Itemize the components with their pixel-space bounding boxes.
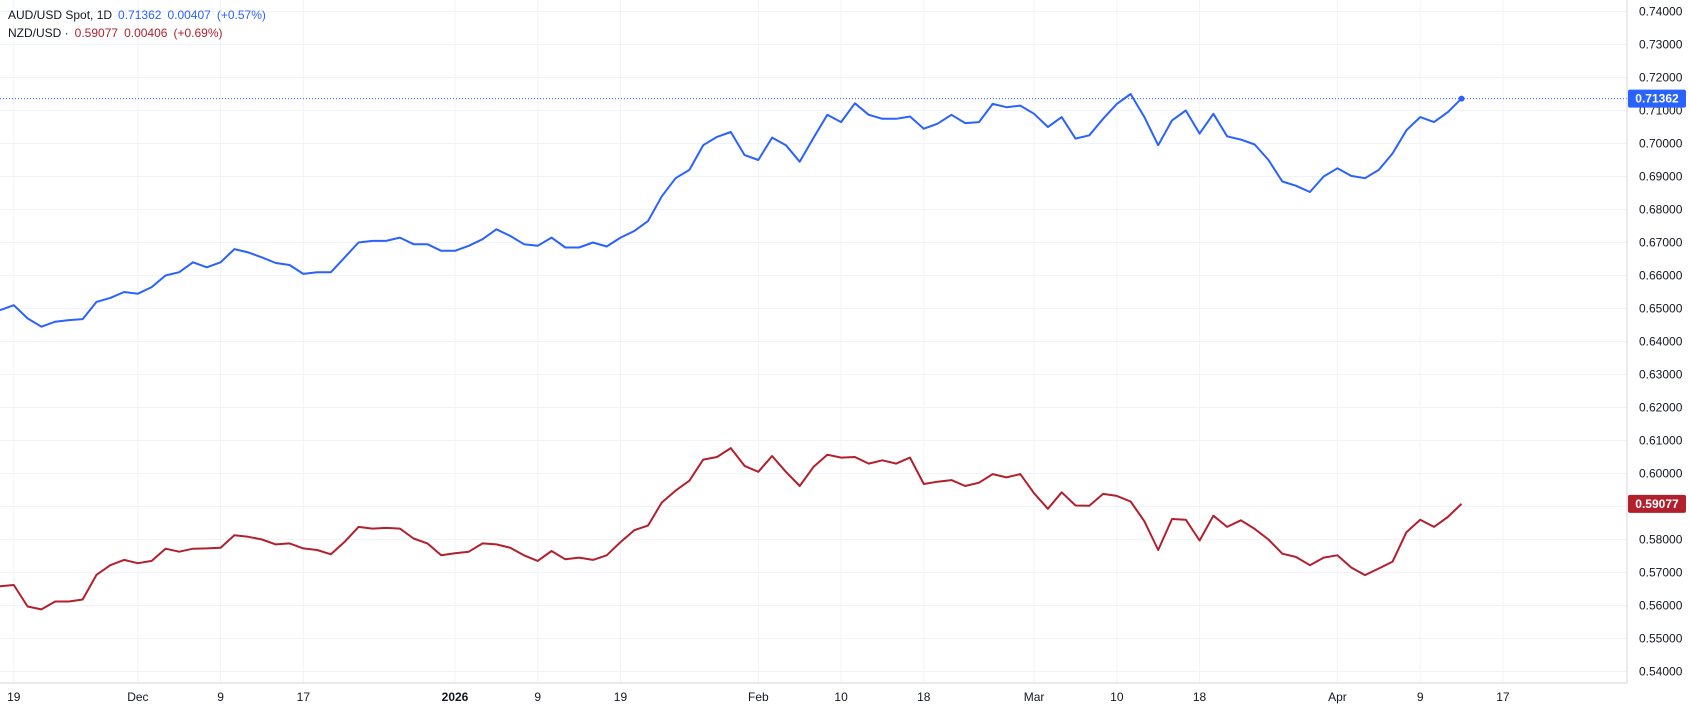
- y-tick-label: 0.72000: [1639, 71, 1683, 85]
- y-tick-label: 0.58000: [1639, 532, 1683, 546]
- y-tick-label: 0.66000: [1639, 269, 1683, 283]
- y-tick-label: 0.70000: [1639, 137, 1683, 151]
- x-tick-label: 2026: [442, 690, 469, 704]
- y-tick-label: 0.68000: [1639, 203, 1683, 217]
- last-point-aud: [1458, 95, 1465, 102]
- legend-nzd-change: 0.00406: [124, 26, 168, 40]
- x-tick-label: 18: [1193, 690, 1207, 704]
- legend-nzd-pct: (+0.69%): [173, 26, 223, 40]
- x-tick-label: Mar: [1024, 690, 1045, 704]
- x-tick-label: 17: [1496, 690, 1510, 704]
- price-label-bg-aud: [1628, 89, 1686, 108]
- legend-nzd[interactable]: NZD/USD · 0.59077 0.00406 (+0.69%): [8, 25, 228, 41]
- x-tick-label: Apr: [1328, 690, 1347, 704]
- y-tick-label: 0.54000: [1639, 664, 1683, 678]
- y-tick-label: 0.56000: [1639, 598, 1683, 612]
- price-label-nzd: 0.59077: [1635, 497, 1679, 511]
- legend-aud-change: 0.00407: [167, 8, 211, 22]
- series-layer: [0, 93, 1627, 611]
- y-tick-label: 0.69000: [1639, 170, 1683, 184]
- legend-aud-symbol: AUD/USD Spot, 1D: [8, 8, 113, 22]
- y-tick-label: 0.65000: [1639, 302, 1683, 316]
- price-label-aud: 0.71362: [1635, 92, 1679, 106]
- price-label-bg-nzd: [1628, 494, 1686, 513]
- legend-aud-price: 0.71362: [118, 8, 162, 22]
- y-tick-label: 0.57000: [1639, 565, 1683, 579]
- x-tick-label: 9: [1417, 690, 1424, 704]
- x-tick-label: Feb: [748, 690, 769, 704]
- x-tick-label: Dec: [127, 690, 148, 704]
- x-tick-label: 9: [534, 690, 541, 704]
- y-tick-label: 0.60000: [1639, 466, 1683, 480]
- y-tick-label: 0.61000: [1639, 433, 1683, 447]
- x-tick-label: 10: [1110, 690, 1124, 704]
- y-tick-label: 0.74000: [1639, 5, 1683, 19]
- series-line-aud: [0, 93, 1463, 328]
- x-tick-label: 10: [834, 690, 848, 704]
- y-tick-label: 0.62000: [1639, 400, 1683, 414]
- y-tick-label: 0.73000: [1639, 38, 1683, 52]
- y-tick-label: 0.64000: [1639, 335, 1683, 349]
- x-tick-label: 18: [917, 690, 931, 704]
- legend-nzd-symbol: NZD/USD ·: [8, 26, 69, 40]
- legend-aud-pct: (+0.57%): [216, 8, 266, 22]
- x-tick-label: 17: [297, 690, 311, 704]
- series-line-nzd: [0, 447, 1463, 611]
- x-tick-label: 9: [217, 690, 224, 704]
- y-tick-label: 0.63000: [1639, 367, 1683, 381]
- legend-aud[interactable]: AUD/USD Spot, 1D 0.71362 0.00407 (+0.57%): [8, 7, 272, 23]
- x-tick-label: 19: [7, 690, 21, 704]
- grid-layer: [0, 0, 1627, 683]
- y-tick-label: 0.55000: [1639, 631, 1683, 645]
- x-tick-label: 19: [614, 690, 628, 704]
- y-tick-label: 0.67000: [1639, 236, 1683, 250]
- legend-nzd-price: 0.59077: [74, 26, 119, 40]
